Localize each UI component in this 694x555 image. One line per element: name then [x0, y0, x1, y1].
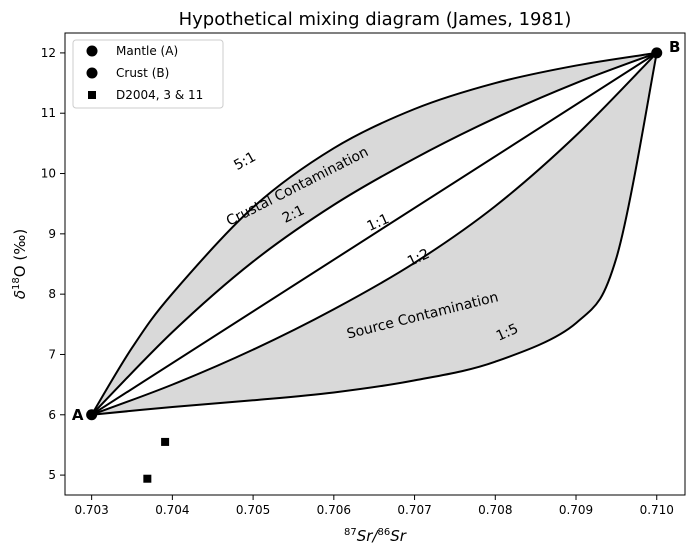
mixing-curve-1-5	[91, 52, 658, 416]
legend-label-2: Crust (B)	[116, 66, 169, 80]
x-tick-label-4: 0.707	[397, 503, 431, 517]
y-axis-label-main: O (‰)	[11, 229, 29, 277]
x-tick-label-7: 0.710	[640, 503, 674, 517]
y-tick-label-3: 8	[48, 287, 56, 301]
x-axis-label-main2: Sr	[390, 527, 407, 545]
axes: 0.703 0.704 0.705 0.706 0.707 0.708 0.709 0.710…	[41, 32, 686, 517]
axes-frame	[64, 32, 686, 496]
endmember-b-label: B	[669, 38, 680, 56]
y-tick-label-4: 9	[48, 227, 56, 241]
legend-marker-1	[86, 45, 98, 57]
legend-marker-3	[88, 91, 96, 99]
y-tick-label-0: 5	[48, 468, 56, 482]
mixing-curve-2-1	[90, 51, 658, 416]
y-tick-label-6: 11	[41, 106, 56, 120]
x-tick-label-0: 0.703	[74, 503, 108, 517]
mixing-curve-1-2	[91, 52, 658, 416]
x-tick-label-1: 0.704	[155, 503, 189, 517]
y-tick-label-7: 12	[41, 46, 56, 60]
x-tick-label-3: 0.706	[317, 503, 351, 517]
x-axis-label-sup2: 86	[378, 527, 391, 538]
y-axis-label-delta: δ	[11, 290, 29, 299]
sample-point-2	[161, 437, 170, 446]
mixing-curve-5-1	[90, 51, 657, 416]
x-tick-label-5: 0.708	[478, 503, 512, 517]
endmember-b-point	[651, 47, 663, 59]
legend-label-1: Mantle (A)	[116, 44, 178, 58]
chart-title: Hypothetical mixing diagram (James, 1981…	[179, 9, 572, 30]
shaded-region-2	[91, 52, 657, 415]
sample-point-1	[143, 474, 152, 483]
x-tick-label-2: 0.705	[236, 503, 270, 517]
x-axis-label: 87Sr/86Sr	[344, 527, 407, 545]
x-axis-label-main1: Sr/	[357, 527, 380, 545]
x-tick-label-6: 0.709	[559, 503, 593, 517]
legend: Mantle (A) Crust (B) D2004, 3 & 11	[72, 39, 224, 109]
y-axis-label-sup: 18	[11, 277, 22, 290]
legend-box	[72, 39, 224, 109]
y-tick-label-1: 6	[48, 408, 56, 422]
mixing-curve-1-1	[91, 52, 658, 416]
legend-label-3: D2004, 3 & 11	[116, 88, 203, 102]
y-tick-label-2: 7	[48, 347, 56, 361]
x-axis-label-sup1: 87	[344, 527, 357, 538]
y-axis-label: δ18O (‰)	[11, 229, 29, 299]
legend-marker-2	[86, 67, 98, 79]
endmember-a-point	[86, 409, 98, 421]
y-tick-label-5: 10	[41, 167, 56, 181]
endmember-a-label: A	[72, 406, 84, 424]
